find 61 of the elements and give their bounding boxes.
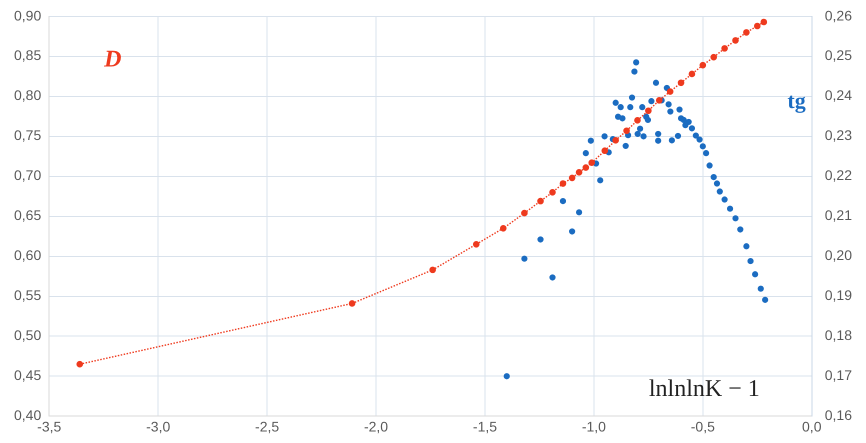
point xyxy=(634,117,641,124)
y-tick-label: 0,55 xyxy=(14,287,42,304)
y2-tick-label: 0,16 xyxy=(824,407,852,424)
x-tick-label: -2,0 xyxy=(364,418,388,434)
y2-tick-label: 0,21 xyxy=(824,207,852,224)
y-tick-label: 0,80 xyxy=(14,87,42,104)
point xyxy=(76,360,84,368)
x-tick-label: -0,5 xyxy=(690,418,716,434)
text: tg xyxy=(787,88,806,114)
point xyxy=(537,198,544,204)
y2-tick-label: 0,22 xyxy=(824,167,852,184)
y2-tick-label: 0,23 xyxy=(824,127,852,144)
point xyxy=(521,210,528,216)
point xyxy=(601,147,608,154)
point xyxy=(500,224,507,232)
point xyxy=(612,137,619,144)
y-tick-label: 0,85 xyxy=(14,47,42,64)
y2-tick-label: 0,25 xyxy=(824,47,852,64)
point xyxy=(760,18,768,26)
point xyxy=(743,29,750,36)
point xyxy=(645,107,652,114)
y-tick-label: 0,60 xyxy=(14,247,42,264)
point xyxy=(732,37,739,44)
y2-tick-label: 0,26 xyxy=(824,7,852,24)
point xyxy=(549,189,556,196)
y2-tick-label: 0,20 xyxy=(824,247,852,264)
point xyxy=(623,127,630,134)
point xyxy=(568,174,576,182)
y2-tick-label: 0,24 xyxy=(824,87,852,104)
point xyxy=(710,54,718,60)
y-tick-label: 0,90 xyxy=(14,7,42,24)
point xyxy=(582,164,590,171)
point xyxy=(700,62,706,68)
point xyxy=(754,22,761,30)
y-tick-label: 0,75 xyxy=(14,127,42,144)
y-tick-label: 0,65 xyxy=(14,207,42,224)
point xyxy=(721,45,728,52)
y-tick-label: 0,70 xyxy=(14,167,42,184)
point xyxy=(429,266,436,274)
y-tick-label: 0,45 xyxy=(14,367,42,384)
y2-tick-label: 0,17 xyxy=(824,367,852,384)
point xyxy=(576,169,582,176)
x-tick-label: -1,5 xyxy=(472,418,498,434)
point xyxy=(348,300,356,307)
point xyxy=(666,88,674,95)
point xyxy=(656,97,663,104)
x-tick-label: -2,5 xyxy=(255,418,280,434)
x-tick-label: -3,0 xyxy=(146,418,170,434)
x-tick-label: -1,0 xyxy=(582,418,606,434)
x-tick-label: 0,0 xyxy=(802,418,822,434)
point xyxy=(678,79,684,86)
x-axis-title: lnlnlnK − 1 xyxy=(648,376,760,402)
point xyxy=(560,180,566,187)
point xyxy=(588,159,596,166)
y2-tick-label: 0,19 xyxy=(824,287,852,304)
y2-tick-label: 0,18 xyxy=(824,327,852,344)
y-tick-label: 0,40 xyxy=(14,407,42,424)
text: D xyxy=(103,46,122,73)
y-tick-label: 0,50 xyxy=(14,327,42,344)
point xyxy=(472,240,480,248)
point xyxy=(688,70,696,78)
